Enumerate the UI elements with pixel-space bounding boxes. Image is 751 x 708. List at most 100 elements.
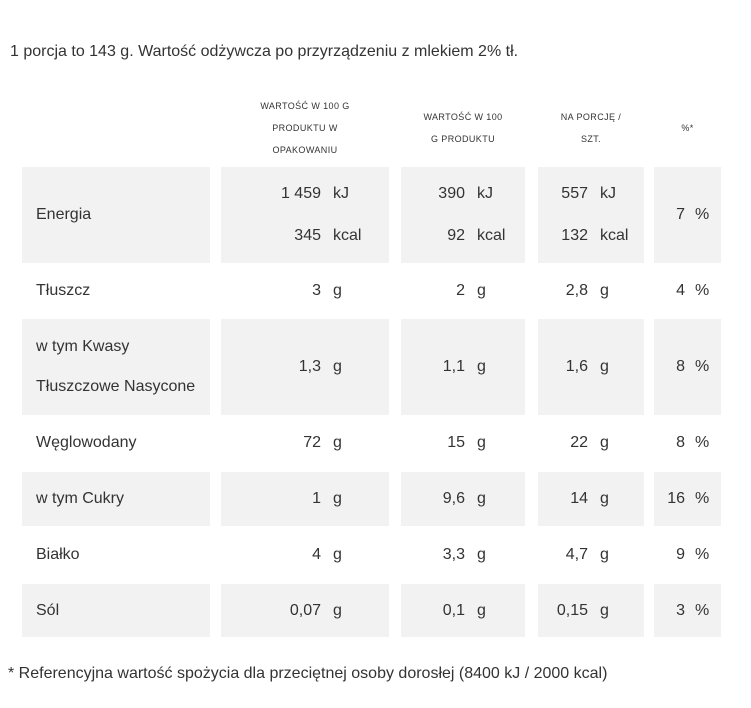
value-cell: 16% (654, 472, 721, 526)
value-number: 14 (570, 490, 588, 507)
value-cell: 7% (654, 167, 721, 263)
value-unit: g (600, 358, 609, 375)
value-number: 15 (447, 434, 465, 451)
value-cell: 390 kJ 92 kcal (401, 167, 525, 263)
row-label: w tym Kwasy Tłuszczowe Nasycone (36, 338, 196, 395)
value-cell: 3% (654, 584, 721, 637)
value-number: 4 (676, 282, 685, 299)
value-unit: % (695, 546, 710, 563)
value-unit: g (333, 282, 342, 299)
value-number: 22 (570, 434, 588, 451)
value-number: 7 (676, 206, 685, 223)
value-cell: 3,3 g (401, 528, 525, 582)
value-number: 16 (667, 490, 685, 507)
value-cell: 0,15 g (538, 584, 644, 637)
value-unit: kcal (600, 227, 629, 244)
value-unit: g (477, 282, 486, 299)
value-number: 0,07 (289, 601, 321, 619)
row-label-cell: w tym Kwasy Tłuszczowe Nasycone (22, 319, 210, 415)
value-number: 92 (447, 227, 465, 244)
value-cell: 4,7 g (538, 528, 644, 582)
value-number: 1,3 (298, 358, 321, 375)
value-unit: kcal (477, 227, 506, 244)
value-cell: 22 g (538, 416, 644, 470)
value-cell: 8% (654, 416, 721, 470)
value-number: 3 (676, 601, 685, 619)
value-unit: % (695, 282, 710, 299)
value-number: 9 (676, 546, 685, 563)
value-unit: g (333, 358, 342, 375)
row-label: w tym Cukry (36, 490, 124, 507)
row-label-cell: Tłuszcz (22, 265, 210, 317)
value-unit: g (600, 546, 609, 563)
value-cell: 15 g (401, 416, 525, 470)
value-unit: kJ (477, 185, 493, 202)
value-number: 72 (303, 434, 321, 451)
row-label: Białko (36, 546, 80, 563)
value-unit: % (695, 434, 710, 451)
value-cell: 9% (654, 528, 721, 582)
value-cell: 0,1 g (401, 584, 525, 637)
value-number: 345 (294, 227, 321, 244)
value-cell: 8% (654, 319, 721, 415)
value-number: 557 (561, 185, 588, 202)
value-unit: g (477, 490, 486, 507)
value-unit: kJ (600, 185, 616, 202)
value-unit: kcal (333, 227, 362, 244)
value-number: 1,1 (442, 358, 465, 375)
value-number: 132 (561, 227, 588, 244)
value-unit: % (695, 358, 710, 375)
value-number: 1 459 (280, 185, 321, 202)
footnote: * Referencyjna wartość spożycia dla prze… (8, 665, 608, 682)
value-unit: % (695, 601, 710, 619)
value-number: 1 (312, 490, 321, 507)
value-cell: 4% (654, 265, 721, 317)
row-label: Węglowodany (36, 434, 137, 451)
value-cell: 2,8 g (538, 265, 644, 317)
value-cell: 1,3 g (221, 319, 389, 415)
value-unit: g (333, 601, 342, 619)
row-label-cell: Węglowodany (22, 416, 210, 470)
value-unit: g (600, 490, 609, 507)
value-cell: 557 kJ 132 kcal (538, 167, 644, 263)
column-header-2: WARTOŚĆ W 100 G PRODUKTU (423, 112, 503, 144)
value-number: 2 (456, 282, 465, 299)
value-number: 0,1 (442, 601, 465, 619)
value-unit: g (333, 546, 342, 563)
row-label: Energia (36, 206, 92, 223)
value-unit: g (477, 358, 486, 375)
value-number: 8 (676, 434, 685, 451)
value-unit: g (477, 601, 486, 619)
value-unit: g (333, 490, 342, 507)
row-label: Tłuszcz (36, 282, 91, 299)
row-label-cell: Sól (22, 584, 210, 637)
value-number: 390 (438, 185, 465, 202)
value-number: 3,3 (442, 546, 465, 563)
value-cell: 9,6 g (401, 472, 525, 526)
value-number: 3 (312, 282, 321, 299)
column-header-4: %* (681, 123, 694, 133)
value-number: 0,15 (556, 601, 588, 619)
row-label-cell: w tym Cukry (22, 472, 210, 526)
value-cell: 0,07 g (221, 584, 389, 637)
value-number: 8 (676, 358, 685, 375)
value-unit: g (477, 546, 486, 563)
value-number: 4,7 (565, 546, 588, 563)
value-number: 4 (312, 546, 321, 563)
row-label-cell: Energia (22, 167, 210, 263)
value-cell: 1,1 g (401, 319, 525, 415)
value-cell: 72 g (221, 416, 389, 470)
value-unit: g (477, 434, 486, 451)
value-unit: g (600, 282, 609, 299)
value-cell: 14 g (538, 472, 644, 526)
row-label-cell: Białko (22, 528, 210, 582)
column-header-3: NA PORCJĘ / SZT. (560, 112, 622, 144)
row-label: Sól (36, 601, 60, 619)
value-number: 1,6 (565, 358, 588, 375)
column-header-1: WARTOŚĆ W 100 G PRODUKTU W OPAKOWANIU (260, 101, 350, 155)
value-unit: g (600, 434, 609, 451)
